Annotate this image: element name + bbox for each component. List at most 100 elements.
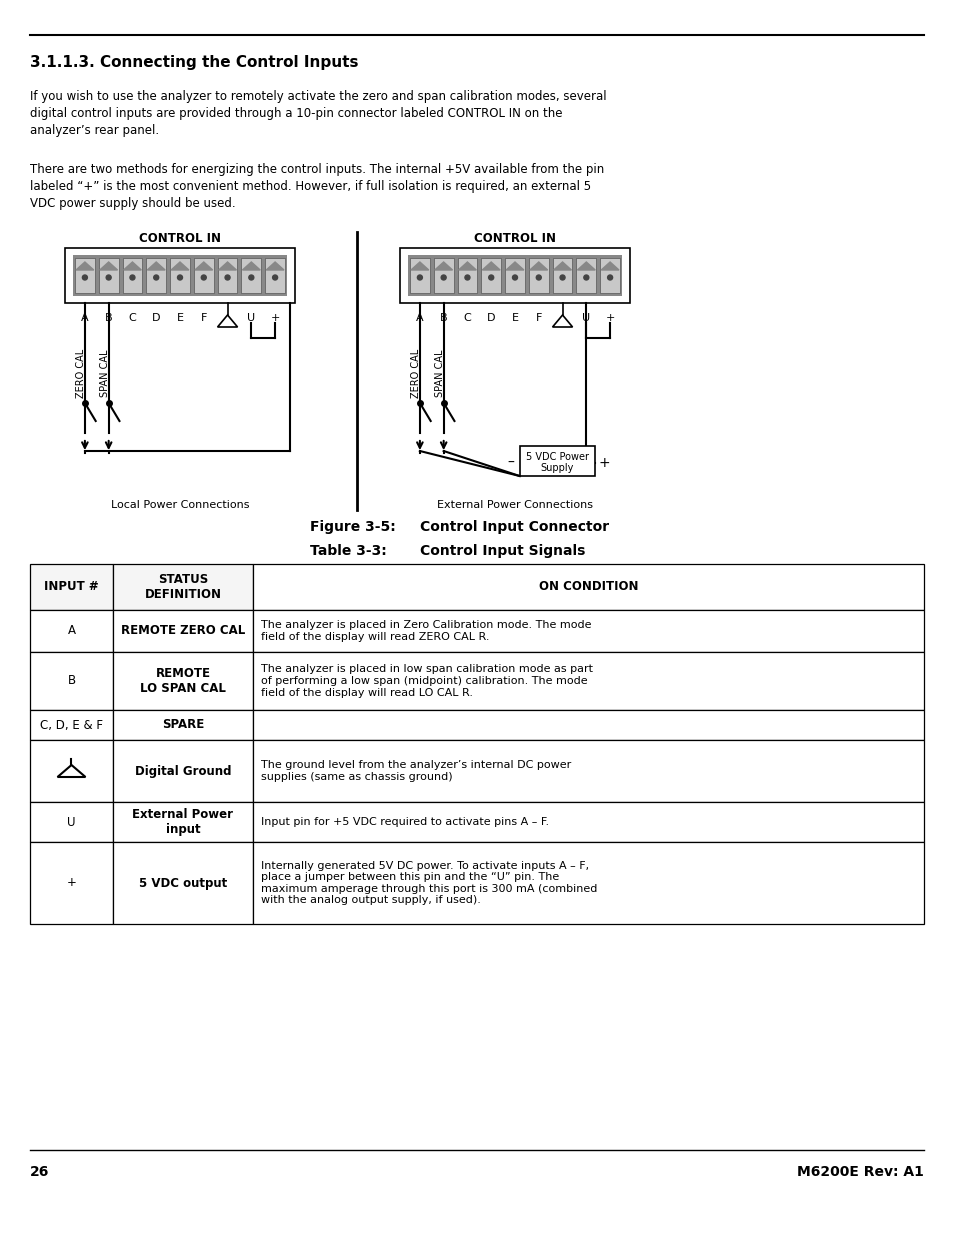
Bar [73,254,287,296]
Circle shape [583,275,588,280]
Circle shape [249,275,253,280]
Polygon shape [529,262,547,270]
Text: +: + [605,312,614,324]
Circle shape [130,275,134,280]
Polygon shape [458,262,476,270]
Text: B: B [105,312,112,324]
Text: B: B [68,674,75,688]
Bar [112,710,253,740]
Text: CONTROL IN: CONTROL IN [139,232,221,245]
Text: +: + [270,312,279,324]
Text: SPAN CAL: SPAN CAL [99,350,110,396]
Bar [457,258,476,293]
Polygon shape [76,262,93,270]
Text: +: + [67,877,76,889]
Text: E: E [511,312,518,324]
Bar [122,258,142,293]
Circle shape [536,275,540,280]
Polygon shape [435,262,452,270]
Bar [30,564,112,610]
Bar [193,258,213,293]
Bar [112,802,253,842]
Bar [481,258,500,293]
Polygon shape [482,262,499,270]
Text: C: C [463,312,471,324]
Bar [75,258,94,293]
Bar [30,652,112,710]
Bar [265,258,285,293]
Bar [599,258,619,293]
Circle shape [106,275,112,280]
Text: Figure 3-5:: Figure 3-5: [310,520,395,534]
Text: B: B [439,312,447,324]
Text: CONTROL IN: CONTROL IN [474,232,556,245]
Text: The ground level from the analyzer’s internal DC power
supplies (same as chassis: The ground level from the analyzer’s int… [261,761,571,782]
Polygon shape [411,262,428,270]
Bar [399,248,629,303]
Polygon shape [124,262,141,270]
Text: Control Input Connector: Control Input Connector [419,520,608,534]
Bar [241,258,261,293]
Bar [434,258,453,293]
Polygon shape [242,262,260,270]
Bar [30,610,112,652]
Bar [112,740,253,802]
Bar [146,258,166,293]
Polygon shape [266,262,284,270]
Text: The analyzer is placed in low span calibration mode as part
of performing a low : The analyzer is placed in low span calib… [261,664,593,698]
Circle shape [417,275,422,280]
Text: ZERO CAL: ZERO CAL [76,348,86,398]
Text: 5 VDC Power: 5 VDC Power [525,452,588,462]
Text: F: F [200,312,207,324]
Bar [253,842,923,924]
Text: The analyzer is placed in Zero Calibration mode. The mode
field of the display w: The analyzer is placed in Zero Calibrati… [261,620,591,642]
Text: Local Power Connections: Local Power Connections [111,500,249,510]
Bar [30,842,112,924]
Text: Control Input Signals: Control Input Signals [419,543,585,558]
Text: F: F [535,312,541,324]
Text: +: + [598,456,610,471]
Text: ON CONDITION: ON CONDITION [538,580,638,594]
Bar [65,248,294,303]
Bar [112,564,253,610]
Text: If you wish to use the analyzer to remotely activate the zero and span calibrati: If you wish to use the analyzer to remot… [30,90,606,137]
Bar [99,258,118,293]
Text: E: E [176,312,183,324]
Polygon shape [147,262,165,270]
Bar [253,740,923,802]
Polygon shape [553,262,571,270]
Text: 5 VDC output: 5 VDC output [139,877,227,889]
Polygon shape [100,262,117,270]
Text: REMOTE
LO SPAN CAL: REMOTE LO SPAN CAL [140,667,226,695]
Text: C: C [129,312,136,324]
Text: –: – [507,456,514,471]
Bar [112,842,253,924]
Circle shape [153,275,158,280]
Polygon shape [506,262,523,270]
Circle shape [82,275,88,280]
Circle shape [512,275,517,280]
Text: Digital Ground: Digital Ground [134,764,231,778]
Circle shape [607,275,612,280]
Bar [253,610,923,652]
Circle shape [273,275,277,280]
Text: M6200E Rev: A1: M6200E Rev: A1 [797,1165,923,1179]
Bar [30,740,112,802]
Circle shape [440,275,446,280]
Text: Supply: Supply [539,463,573,473]
Text: SPAN CAL: SPAN CAL [435,350,444,396]
Bar [576,258,596,293]
Polygon shape [194,262,213,270]
Circle shape [488,275,494,280]
Bar [30,802,112,842]
Text: External Power
input: External Power input [132,808,233,836]
Bar [253,802,923,842]
Bar [112,652,253,710]
Text: C, D, E & F: C, D, E & F [40,719,103,731]
Polygon shape [171,262,189,270]
Text: U: U [581,312,590,324]
Circle shape [464,275,470,280]
Bar [112,610,253,652]
Text: INPUT #: INPUT # [44,580,99,594]
Text: U: U [247,312,255,324]
